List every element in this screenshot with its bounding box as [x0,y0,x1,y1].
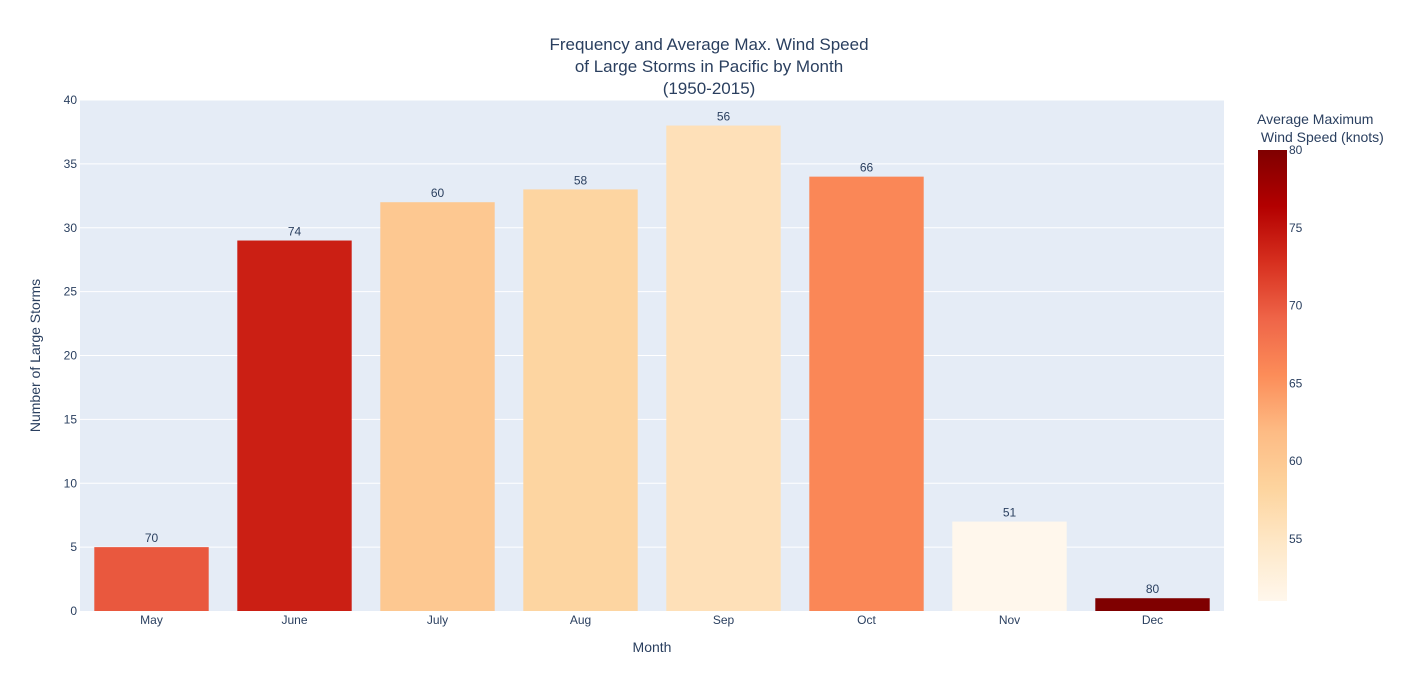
y-axis-ticks: 0 5 10 15 20 25 30 35 40 [64,93,78,618]
chart-title: Frequency and Average Max. Wind Speed of … [549,35,868,98]
y-axis-title: Number of Large Storms [27,279,43,432]
bar-label-nov: 51 [1003,506,1017,520]
bar-aug [523,189,638,612]
bar-sep [666,125,781,612]
x-axis-ticks: May June July Aug Sep Oct Nov Dec [140,613,1163,627]
bars [94,125,1210,612]
bar-dec [1095,598,1210,611]
bar-july [380,202,495,611]
bar-label-sep: 56 [717,110,731,124]
chart-title-line-1: Frequency and Average Max. Wind Speed [549,35,868,54]
x-tick-label: Oct [857,613,876,627]
y-tick-label: 5 [70,540,77,554]
x-tick-label: Sep [713,613,735,627]
chart-title-line-2: of Large Storms in Pacific by Month [575,57,843,76]
colorbar-tick-label: 70 [1289,299,1303,313]
colorbar-tick-label: 65 [1289,376,1303,390]
y-tick-label: 10 [64,476,78,490]
bar-oct [809,176,924,611]
y-tick-label: 15 [64,412,78,426]
bar-label-dec: 80 [1146,582,1160,596]
colorbar-title-line-1: Average Maximum [1257,111,1373,127]
x-tick-label: May [140,613,163,627]
y-tick-label: 25 [64,285,78,299]
bar-may [94,547,209,611]
bar-june [237,240,352,611]
x-tick-label: July [427,613,448,627]
x-tick-label: Dec [1142,613,1163,627]
bar-labels: 70 74 60 58 56 66 51 80 [145,110,1160,597]
colorbar: 55 60 65 70 75 80 Average Maximum Wind Speed (… [1257,111,1384,601]
y-tick-label: 0 [70,604,77,618]
colorbar-title-line-2: Wind Speed (knots) [1257,129,1384,145]
x-tick-label: Nov [999,613,1020,627]
colorbar-tick-label: 80 [1289,143,1303,157]
x-axis-title: Month [633,639,672,655]
y-tick-label: 40 [64,93,78,107]
colorbar-tick-label: 60 [1289,454,1303,468]
bar-label-june: 74 [288,225,302,239]
colorbar-gradient [1258,150,1287,601]
y-tick-label: 20 [64,349,78,363]
bar-label-july: 60 [431,186,445,200]
bar-nov [952,521,1067,611]
colorbar-tick-label: 75 [1289,221,1303,235]
bar-label-oct: 66 [860,161,874,175]
y-tick-label: 30 [64,221,78,235]
y-tick-label: 35 [64,157,78,171]
x-tick-label: Aug [570,613,591,627]
bar-label-aug: 58 [574,173,588,187]
x-tick-label: June [281,613,307,627]
bar-label-may: 70 [145,531,159,545]
colorbar-tick-label: 55 [1289,532,1303,546]
chart-title-line-3: (1950-2015) [663,79,756,98]
